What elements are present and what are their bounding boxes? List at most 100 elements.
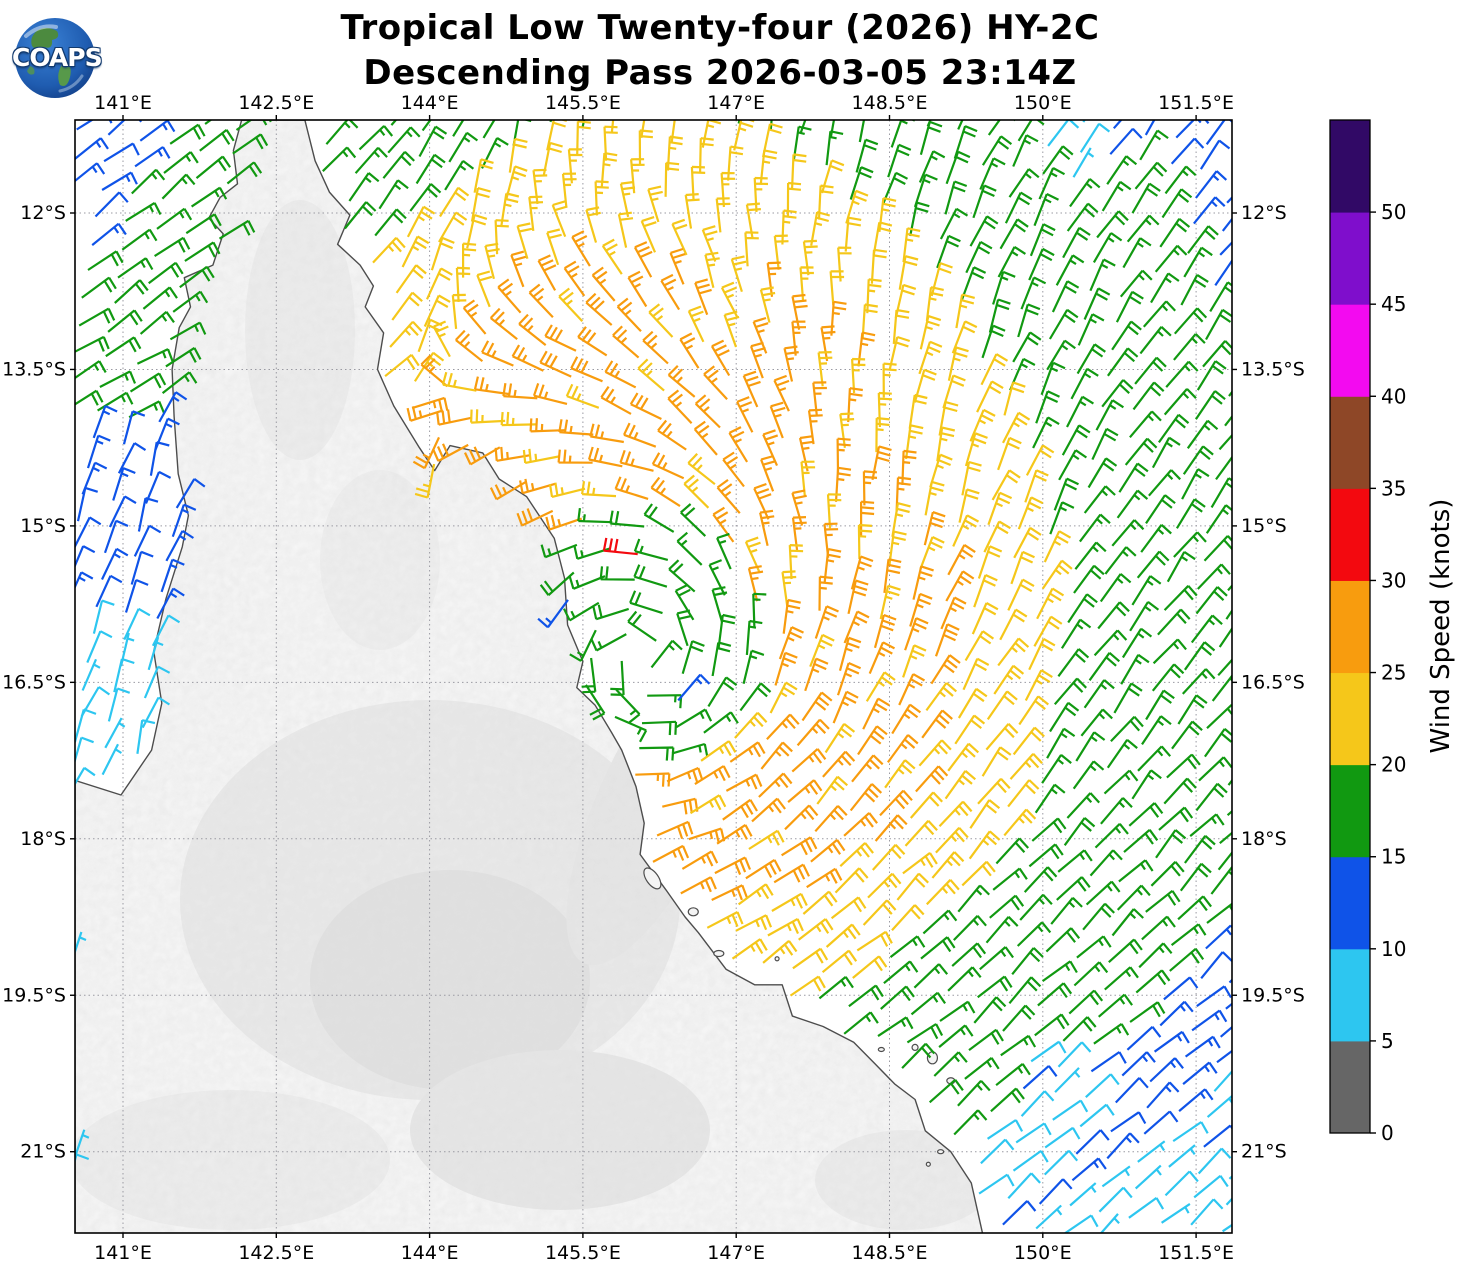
wind-barb <box>791 516 807 552</box>
wind-barb <box>406 406 444 422</box>
wind-barb <box>1053 677 1087 706</box>
wind-barb <box>1024 469 1049 503</box>
wind-barb <box>1204 728 1232 758</box>
wind-barb <box>843 812 878 837</box>
wind-barb <box>700 740 737 762</box>
wind-barb <box>679 332 700 369</box>
wind-barb <box>1210 866 1232 895</box>
wind-barb <box>1120 653 1150 685</box>
wind-barb <box>880 985 915 1010</box>
wind-barb <box>798 918 834 941</box>
wind-barb <box>204 120 213 125</box>
colorbar-segment <box>1330 120 1370 213</box>
wind-barb <box>981 135 1013 166</box>
wind-barb <box>945 150 971 185</box>
wind-barb <box>87 250 124 271</box>
wind-barb <box>745 858 782 880</box>
wind-barb <box>849 783 883 812</box>
wind-barb <box>901 449 917 485</box>
wind-barb <box>464 446 501 466</box>
wind-barb <box>818 575 833 611</box>
wind-barb <box>647 694 683 709</box>
wind-barb <box>1085 1073 1120 1099</box>
wind-barb <box>1131 575 1162 606</box>
wind-barb <box>75 708 97 743</box>
wind-barb <box>923 511 946 546</box>
lon-tick-label-bottom: 142.5°E <box>238 1242 314 1264</box>
wind-barb <box>716 532 732 570</box>
wind-barb <box>957 687 988 719</box>
wind-barb <box>1060 618 1092 649</box>
wind-barb <box>915 765 949 793</box>
wind-barb <box>1089 258 1116 292</box>
wind-barb <box>1087 457 1118 489</box>
figure-title: Tropical Low Twenty-four (2026) HY-2C De… <box>0 6 1440 96</box>
wind-barb <box>801 691 833 722</box>
wind-barb <box>823 522 839 558</box>
wind-barb <box>847 387 863 423</box>
wind-barb <box>451 293 467 330</box>
wind-barb <box>226 161 263 185</box>
wind-barb <box>957 884 990 913</box>
wind-barb <box>75 736 94 765</box>
wind-barb <box>75 516 102 549</box>
wind-barb <box>627 610 657 642</box>
wind-barb <box>821 949 858 974</box>
wind-barb <box>860 500 875 536</box>
wind-barb <box>1234 152 1267 176</box>
wind-barb <box>101 171 138 191</box>
wind-barb <box>889 935 926 958</box>
wind-barb <box>1048 308 1079 340</box>
wind-barb <box>502 383 538 400</box>
wind-barb <box>940 596 967 630</box>
wind-barb <box>1037 982 1073 1007</box>
wind-barb <box>839 412 855 448</box>
wind-barb <box>1206 704 1232 729</box>
wind-barb <box>938 401 959 436</box>
wind-barb <box>462 299 487 335</box>
wind-barb <box>537 254 557 291</box>
wind-barb <box>1170 137 1205 165</box>
wind-barb <box>603 125 618 161</box>
wind-barb <box>862 697 890 730</box>
wind-barb <box>1008 168 1040 198</box>
wind-barb <box>1145 689 1175 721</box>
wind-barb <box>124 578 149 613</box>
wind-barb <box>978 1173 1015 1195</box>
wind-barb <box>1082 120 1086 123</box>
wind-barb <box>151 614 181 647</box>
wind-barb <box>1195 586 1228 615</box>
wind-barb <box>874 814 908 842</box>
colorbar-segment <box>1330 948 1370 1042</box>
wind-barb <box>1020 1090 1055 1117</box>
wind-barb <box>703 365 728 400</box>
wind-barb <box>987 491 1013 526</box>
wind-barb <box>169 123 206 145</box>
wind-barb <box>1095 399 1125 431</box>
wind-barb <box>1225 1002 1232 1010</box>
wind-barb <box>809 633 835 667</box>
lat-tick-label-left: 19.5°S <box>2 984 66 1006</box>
wind-barb <box>629 392 662 420</box>
colorbar-tick-label: 20 <box>1381 753 1406 777</box>
wind-barb <box>568 575 606 590</box>
wind-barb <box>633 538 669 561</box>
wind-barb <box>1219 831 1232 845</box>
wind-barb <box>862 899 897 926</box>
wind-barb <box>614 715 648 743</box>
wind-barb <box>725 773 763 792</box>
wind-barb <box>704 251 720 289</box>
wind-barb <box>769 401 786 439</box>
wind-barb <box>791 489 807 526</box>
wind-barb <box>633 564 668 588</box>
wind-barb <box>1129 410 1162 439</box>
wind-barb <box>921 709 953 739</box>
wind-barb <box>901 1042 936 1069</box>
wind-barb <box>954 714 986 745</box>
wind-barb <box>870 248 888 284</box>
island <box>713 949 725 958</box>
wind-barb <box>787 779 823 803</box>
wind-barb <box>1131 182 1161 214</box>
wind-barb <box>928 1078 964 1104</box>
wind-barb <box>158 391 188 423</box>
